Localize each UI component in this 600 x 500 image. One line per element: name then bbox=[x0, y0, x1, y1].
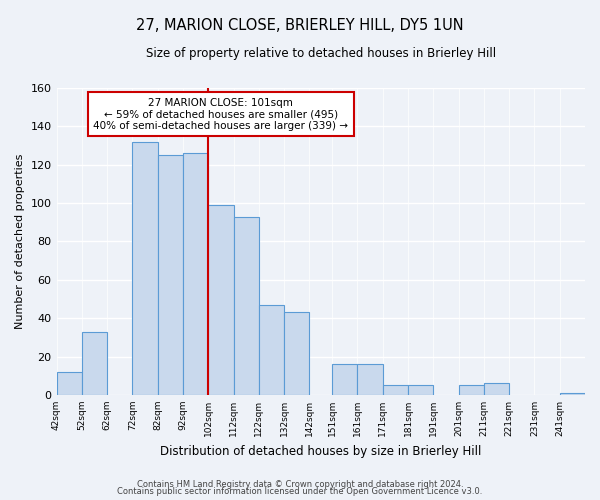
Bar bbox=[82, 332, 107, 395]
Y-axis label: Number of detached properties: Number of detached properties bbox=[15, 154, 25, 329]
Bar bbox=[133, 142, 158, 395]
Bar bbox=[56, 372, 82, 395]
Text: Contains HM Land Registry data © Crown copyright and database right 2024.: Contains HM Land Registry data © Crown c… bbox=[137, 480, 463, 489]
Title: Size of property relative to detached houses in Brierley Hill: Size of property relative to detached ho… bbox=[146, 48, 496, 60]
Bar bbox=[560, 393, 585, 395]
Bar bbox=[158, 155, 183, 395]
Bar bbox=[183, 154, 208, 395]
Bar bbox=[383, 386, 408, 395]
Bar bbox=[458, 386, 484, 395]
Text: 27, MARION CLOSE, BRIERLEY HILL, DY5 1UN: 27, MARION CLOSE, BRIERLEY HILL, DY5 1UN bbox=[136, 18, 464, 32]
Bar bbox=[332, 364, 358, 395]
X-axis label: Distribution of detached houses by size in Brierley Hill: Distribution of detached houses by size … bbox=[160, 444, 481, 458]
Bar bbox=[259, 305, 284, 395]
Bar bbox=[233, 216, 259, 395]
Bar bbox=[358, 364, 383, 395]
Text: Contains public sector information licensed under the Open Government Licence v3: Contains public sector information licen… bbox=[118, 487, 482, 496]
Bar bbox=[408, 386, 433, 395]
Text: 27 MARION CLOSE: 101sqm
← 59% of detached houses are smaller (495)
40% of semi-d: 27 MARION CLOSE: 101sqm ← 59% of detache… bbox=[94, 98, 349, 131]
Bar bbox=[208, 205, 233, 395]
Bar bbox=[484, 384, 509, 395]
Bar bbox=[284, 312, 310, 395]
